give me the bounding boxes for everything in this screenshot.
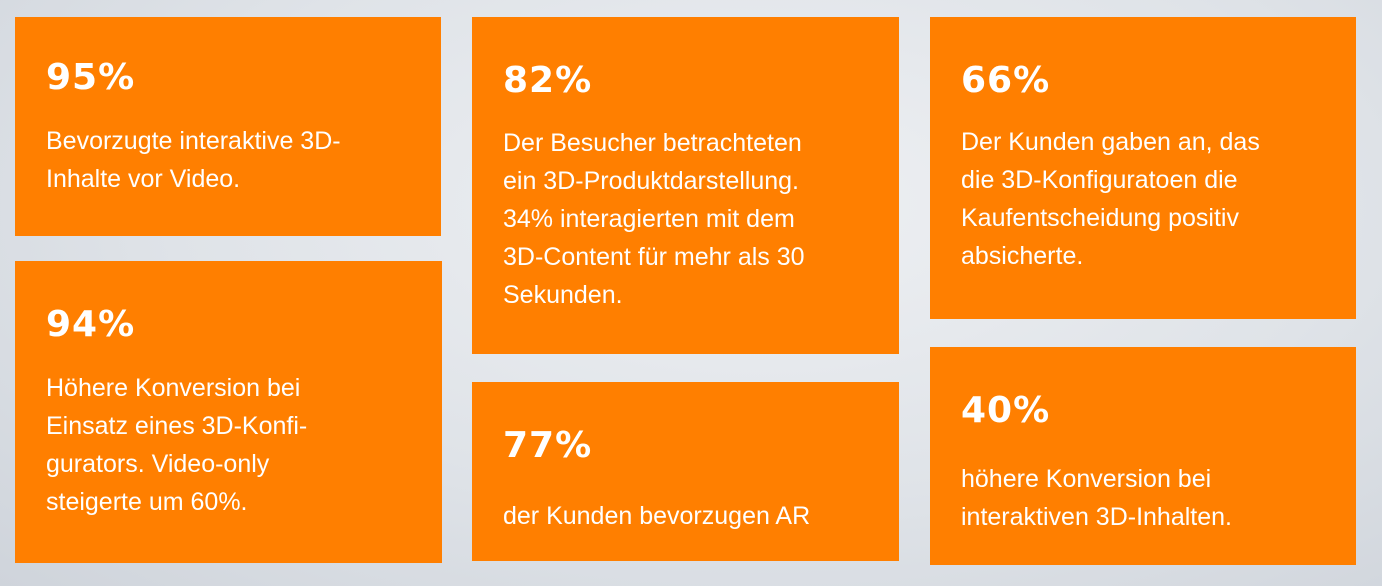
stat-percentage: 94% — [46, 304, 136, 345]
stat-percentage: 77% — [503, 425, 593, 466]
stat-percentage: 95% — [46, 57, 136, 98]
stat-card-95: 95% Bevorzugte interaktive 3D- Inhalte v… — [15, 17, 441, 236]
stat-percentage: 40% — [961, 390, 1051, 431]
stat-percentage: 82% — [503, 60, 593, 101]
stat-card-77: 77% der Kunden bevorzugen AR — [472, 382, 899, 561]
stat-card-94: 94% Höhere Konversion bei Einsatz eines … — [15, 261, 442, 563]
stat-description: Bevorzugte interaktive 3D- Inhalte vor V… — [46, 127, 341, 193]
stat-card-82: 82% Der Besucher betrachteten ein 3D-Pro… — [472, 17, 899, 354]
stat-card-66: 66% Der Kunden gaben an, das die 3D-Konf… — [930, 17, 1356, 319]
stat-description: Der Besucher betrachteten ein 3D-Produkt… — [503, 129, 805, 309]
stat-description: Der Kunden gaben an, das die 3D-Konfigur… — [961, 128, 1260, 270]
stat-description: Höhere Konversion bei Einsatz eines 3D-K… — [46, 374, 308, 516]
stat-card-40: 40% höhere Konversion bei interaktiven 3… — [930, 347, 1356, 565]
stat-description: der Kunden bevorzugen AR — [503, 502, 811, 530]
stat-percentage: 66% — [961, 60, 1051, 101]
stat-description: höhere Konversion bei interaktiven 3D-In… — [961, 465, 1232, 531]
